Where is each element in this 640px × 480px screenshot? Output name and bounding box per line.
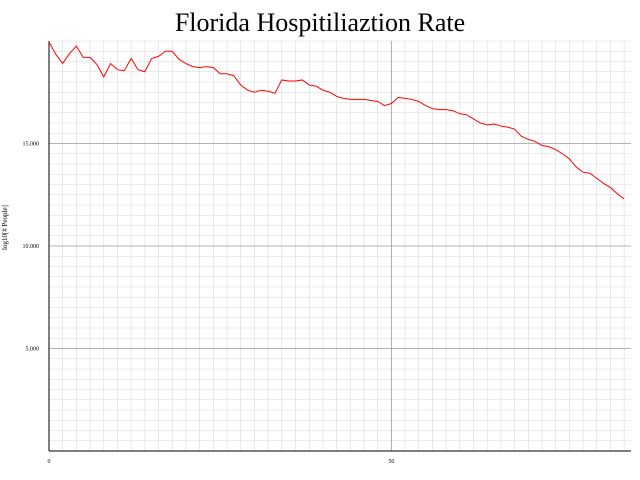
data-point: [357, 99, 358, 100]
data-point: [624, 198, 625, 199]
data-point: [363, 99, 364, 100]
data-point: [589, 173, 590, 174]
data-point: [117, 69, 118, 70]
data-point: [500, 125, 501, 126]
data-point: [507, 127, 508, 128]
data-point: [315, 86, 316, 87]
data-point: [370, 100, 371, 101]
data-point: [69, 53, 70, 54]
series-line: [48, 41, 625, 200]
data-point: [466, 114, 467, 115]
data-point: [446, 109, 447, 110]
data-point: [76, 46, 77, 47]
data-point: [247, 90, 248, 91]
data-point: [493, 123, 494, 124]
data-point: [178, 59, 179, 60]
data-point: [83, 57, 84, 58]
x-tick-label: 0: [48, 459, 51, 465]
data-point: [240, 84, 241, 85]
data-point: [144, 71, 145, 72]
data-point: [391, 103, 392, 104]
data-point: [329, 92, 330, 93]
data-point: [617, 193, 618, 194]
data-point: [274, 93, 275, 94]
major-gridlines: [49, 41, 631, 451]
y-tick-label: 5.000: [26, 347, 40, 353]
data-point: [48, 41, 49, 42]
data-point: [281, 79, 282, 80]
data-point: [473, 118, 474, 119]
data-point: [514, 129, 515, 130]
x-tick-label: 50: [388, 459, 394, 465]
data-point: [192, 66, 193, 67]
data-point: [343, 98, 344, 99]
data-point: [555, 149, 556, 150]
data-point: [411, 99, 412, 100]
data-point: [459, 113, 460, 114]
data-point: [404, 98, 405, 99]
data-point: [398, 97, 399, 98]
data-point: [55, 54, 56, 55]
data-point: [535, 141, 536, 142]
data-point: [418, 101, 419, 102]
data-point: [199, 67, 200, 68]
data-point: [425, 105, 426, 106]
data-point: [439, 109, 440, 110]
data-point: [487, 124, 488, 125]
data-point: [528, 139, 529, 140]
data-point: [268, 91, 269, 92]
series-layer: [48, 41, 625, 200]
data-point: [103, 76, 104, 77]
data-point: [576, 166, 577, 167]
data-point: [151, 58, 152, 59]
data-point: [521, 136, 522, 137]
data-point: [350, 99, 351, 100]
y-tick-label: 15.000: [23, 142, 40, 148]
data-point: [220, 73, 221, 74]
data-point: [89, 57, 90, 58]
data-point: [603, 183, 604, 184]
data-point: [432, 108, 433, 109]
data-point: [213, 67, 214, 68]
data-point: [172, 51, 173, 52]
data-point: [124, 70, 125, 71]
data-point: [309, 84, 310, 85]
data-point: [548, 146, 549, 147]
data-point: [110, 63, 111, 64]
data-point: [206, 66, 207, 67]
data-point: [288, 80, 289, 81]
data-point: [62, 63, 63, 64]
axes: [48, 41, 631, 452]
data-point: [295, 80, 296, 81]
y-tick-label: 10.000: [23, 244, 40, 250]
data-point: [322, 90, 323, 91]
data-point: [582, 172, 583, 173]
data-point: [226, 73, 227, 74]
data-point: [137, 69, 138, 70]
data-point: [336, 96, 337, 97]
data-point: [233, 75, 234, 76]
data-point: [185, 63, 186, 64]
data-point: [569, 158, 570, 159]
data-point: [596, 178, 597, 179]
chart-title: Florida Hospitiliaztion Rate: [174, 8, 466, 37]
data-point: [131, 58, 132, 59]
data-point: [377, 101, 378, 102]
data-point: [158, 56, 159, 57]
data-point: [480, 122, 481, 123]
data-point: [562, 153, 563, 154]
tick-labels: 0 50 5.000 10.000 15.000: [23, 142, 395, 466]
data-point: [165, 51, 166, 52]
data-point: [541, 145, 542, 146]
data-point: [261, 90, 262, 91]
data-point: [96, 64, 97, 65]
data-point: [452, 110, 453, 111]
data-point: [384, 105, 385, 106]
data-point: [302, 79, 303, 80]
data-point: [610, 187, 611, 188]
data-point: [254, 92, 255, 93]
